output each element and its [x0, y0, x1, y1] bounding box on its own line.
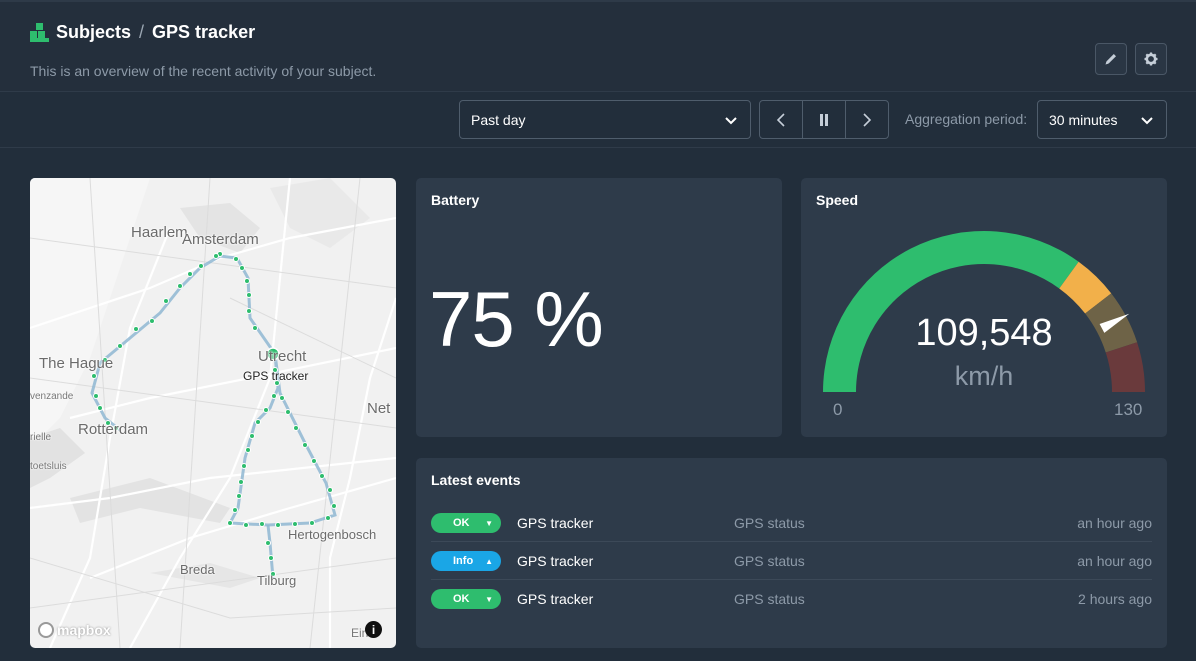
time-navigation [759, 100, 889, 139]
pause-icon [820, 113, 828, 126]
gauge-needle [1099, 313, 1130, 333]
map-label-utrecht: Utrecht [258, 348, 307, 365]
map-label-amsterdam: Amsterdam [182, 231, 259, 248]
event-status-badge[interactable]: Info ▲ [431, 551, 501, 571]
map-info-button[interactable]: i [365, 621, 382, 638]
aggregation-period-label: Aggregation period: [905, 111, 1028, 127]
speed-title: Speed [816, 192, 859, 208]
latest-events-card: Latest events OK ▼ GPS tracker GPS statu… [416, 458, 1167, 648]
map-label-hertogenbosch: Hertogenbosch [288, 527, 377, 542]
gauge-segment-green [823, 231, 1079, 392]
map-label-venzande: venzande [30, 391, 74, 402]
gps-tracker-marker[interactable] [266, 347, 280, 361]
event-type: GPS status [734, 515, 805, 531]
breadcrumb: Subjects / GPS tracker [30, 22, 255, 43]
event-row[interactable]: OK ▼ GPS tracker GPS status an hour ago [431, 504, 1152, 542]
gear-icon [1144, 52, 1158, 66]
event-status-badge[interactable]: OK ▼ [431, 589, 501, 609]
event-source: GPS tracker [517, 553, 594, 569]
map-label-rotterdam: Rotterdam [78, 421, 149, 438]
speed-card: Speed 109,548 km/h 0 130 [801, 178, 1167, 437]
gps-tracker-marker-label: GPS tracker [243, 369, 309, 383]
page-subtitle: This is an overview of the recent activi… [30, 63, 377, 79]
previous-period-button[interactable] [760, 101, 802, 138]
caret-up-icon: ▲ [485, 557, 493, 566]
event-type: GPS status [734, 553, 805, 569]
gauge-max-label: 130 [1114, 400, 1143, 419]
next-period-button[interactable] [845, 101, 888, 138]
event-time: an hour ago [1077, 553, 1152, 569]
mapbox-logo-icon [38, 622, 54, 638]
settings-button[interactable] [1135, 43, 1167, 75]
location-map[interactable]: Haarlem Amsterdam The Hague Utrecht Rott… [30, 178, 396, 648]
page-header: Subjects / GPS tracker This is an overvi… [0, 0, 1196, 92]
latest-events-title: Latest events [431, 472, 521, 488]
event-status-label: OK [453, 517, 470, 529]
subjects-logo-icon [30, 23, 49, 42]
event-status-badge[interactable]: OK ▼ [431, 513, 501, 533]
chevron-left-icon [776, 112, 785, 127]
speed-value: 109,548 [915, 312, 1053, 354]
map-label-the-hague: The Hague [39, 355, 114, 372]
gauge-segment-red [1105, 342, 1145, 392]
event-status-label: OK [453, 593, 470, 605]
map-label-rielle: rielle [30, 432, 52, 443]
mapbox-attribution-text: mapbox [57, 622, 111, 638]
map-label-breda: Breda [180, 562, 215, 577]
map-label-eindhoven: Ein [351, 626, 369, 640]
speed-gauge [823, 231, 1145, 392]
page-title: GPS tracker [152, 22, 256, 42]
map-label-net: Net [367, 400, 391, 417]
mapbox-attribution[interactable]: mapbox [38, 622, 111, 638]
map-label-toetsluis: toetsluis [30, 461, 67, 472]
info-icon: i [371, 622, 376, 637]
aggregation-period-select[interactable]: 30 minutes [1037, 100, 1167, 139]
breadcrumb-subjects-link[interactable]: Subjects [56, 22, 132, 42]
chevron-down-icon [1141, 117, 1153, 125]
battery-value: 75 % [429, 275, 604, 363]
event-row[interactable]: OK ▼ GPS tracker GPS status 2 hours ago [431, 580, 1152, 618]
pencil-icon [1105, 54, 1116, 65]
chevron-right-icon [863, 112, 872, 127]
event-time: 2 hours ago [1078, 591, 1152, 607]
event-source: GPS tracker [517, 515, 594, 531]
event-row[interactable]: Info ▲ GPS tracker GPS status an hour ag… [431, 542, 1152, 580]
caret-down-icon: ▼ [485, 519, 493, 528]
battery-title: Battery [431, 192, 480, 208]
caret-down-icon: ▼ [485, 595, 493, 604]
breadcrumb-separator: / [139, 22, 145, 42]
edit-button[interactable] [1095, 43, 1127, 75]
map-label-tilburg: Tilburg [257, 573, 297, 588]
event-time: an hour ago [1077, 515, 1152, 531]
speed-unit: km/h [954, 361, 1014, 391]
event-type: GPS status [734, 591, 805, 607]
event-status-label: Info [453, 555, 474, 567]
pause-button[interactable] [802, 101, 845, 138]
time-range-value: Past day [471, 111, 526, 128]
gauge-segment-orange [1059, 261, 1112, 314]
gauge-min-label: 0 [833, 400, 843, 419]
aggregation-period-value: 30 minutes [1049, 111, 1118, 128]
chevron-down-icon [725, 117, 737, 125]
battery-card: Battery 75 % [416, 178, 782, 437]
map-label-haarlem: Haarlem [131, 224, 188, 241]
time-range-select[interactable]: Past day [459, 100, 751, 139]
event-source: GPS tracker [517, 591, 594, 607]
events-list: OK ▼ GPS tracker GPS status an hour ago … [431, 504, 1152, 618]
map-canvas [30, 178, 396, 648]
